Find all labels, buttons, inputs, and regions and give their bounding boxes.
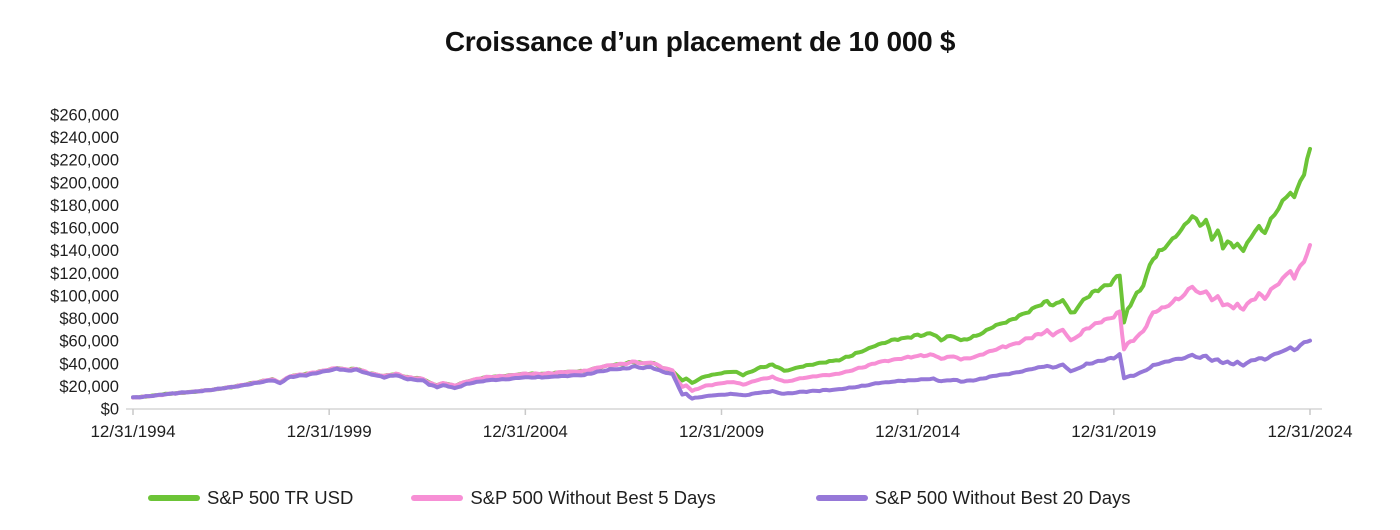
legend-swatch-without-best-20-days — [815, 495, 868, 501]
y-tick-label: $40,000 — [59, 355, 119, 373]
series-line-s-p-500-without-best-20-days — [131, 338, 1312, 401]
legend-item-sp500-tr-usd: S&P 500 TR USD — [148, 487, 353, 509]
y-tick-label: $60,000 — [59, 333, 119, 351]
y-tick-label: $0 — [101, 401, 119, 419]
page-title: Croissance d’un placement de 10 000 $ — [444, 26, 956, 57]
legend-item-without-best-5-days: S&P 500 Without Best 5 Days — [411, 487, 716, 509]
x-tick-label: 12/31/1994 — [90, 422, 175, 441]
y-tick-label: $220,000 — [50, 152, 119, 170]
x-axis: 12/31/1994 12/31/1999 12/31/2004 12/31/2009… — [90, 408, 1353, 441]
y-tick-label: $160,000 — [50, 220, 119, 238]
x-tick-label: 12/31/2019 — [1071, 422, 1156, 441]
y-tick-label: $200,000 — [50, 174, 119, 192]
legend-swatch-sp500-tr-usd — [148, 495, 200, 501]
y-tick-label: $140,000 — [50, 242, 119, 260]
y-tick-label: $240,000 — [50, 129, 119, 147]
x-tick-label: 12/31/1999 — [287, 422, 372, 441]
x-tick-label: 12/31/2009 — [679, 422, 764, 441]
y-tick-label: $180,000 — [50, 197, 119, 215]
x-tick-label: 12/31/2004 — [483, 422, 568, 441]
legend: S&P 500 TR USD S&P 500 Without Best 5 Da… — [148, 487, 1131, 509]
legend-label-without-best-20-days: S&P 500 Without Best 20 Days — [874, 487, 1131, 508]
legend-swatch-without-best-5-days — [411, 495, 464, 501]
y-tick-label: $120,000 — [50, 265, 119, 283]
y-tick-label: $260,000 — [50, 107, 119, 125]
y-tick-label: $100,000 — [50, 287, 119, 305]
series-line-s-p-500-tr-usd — [131, 146, 1312, 400]
y-tick-label: $20,000 — [59, 378, 119, 396]
x-tick-label: 12/31/2024 — [1267, 422, 1352, 441]
x-tick-label: 12/31/2014 — [875, 422, 960, 441]
y-tick-label: $80,000 — [59, 310, 119, 328]
series-lines — [131, 146, 1312, 401]
legend-item-without-best-20-days: S&P 500 Without Best 20 Days — [815, 487, 1131, 509]
y-axis: $0 $20,000 $40,000 $60,000 $80,000 $100,000 $1… — [50, 107, 119, 419]
legend-label-sp500-tr-usd: S&P 500 TR USD — [207, 487, 354, 508]
legend-label-without-best-5-days: S&P 500 Without Best 5 Days — [470, 487, 716, 508]
